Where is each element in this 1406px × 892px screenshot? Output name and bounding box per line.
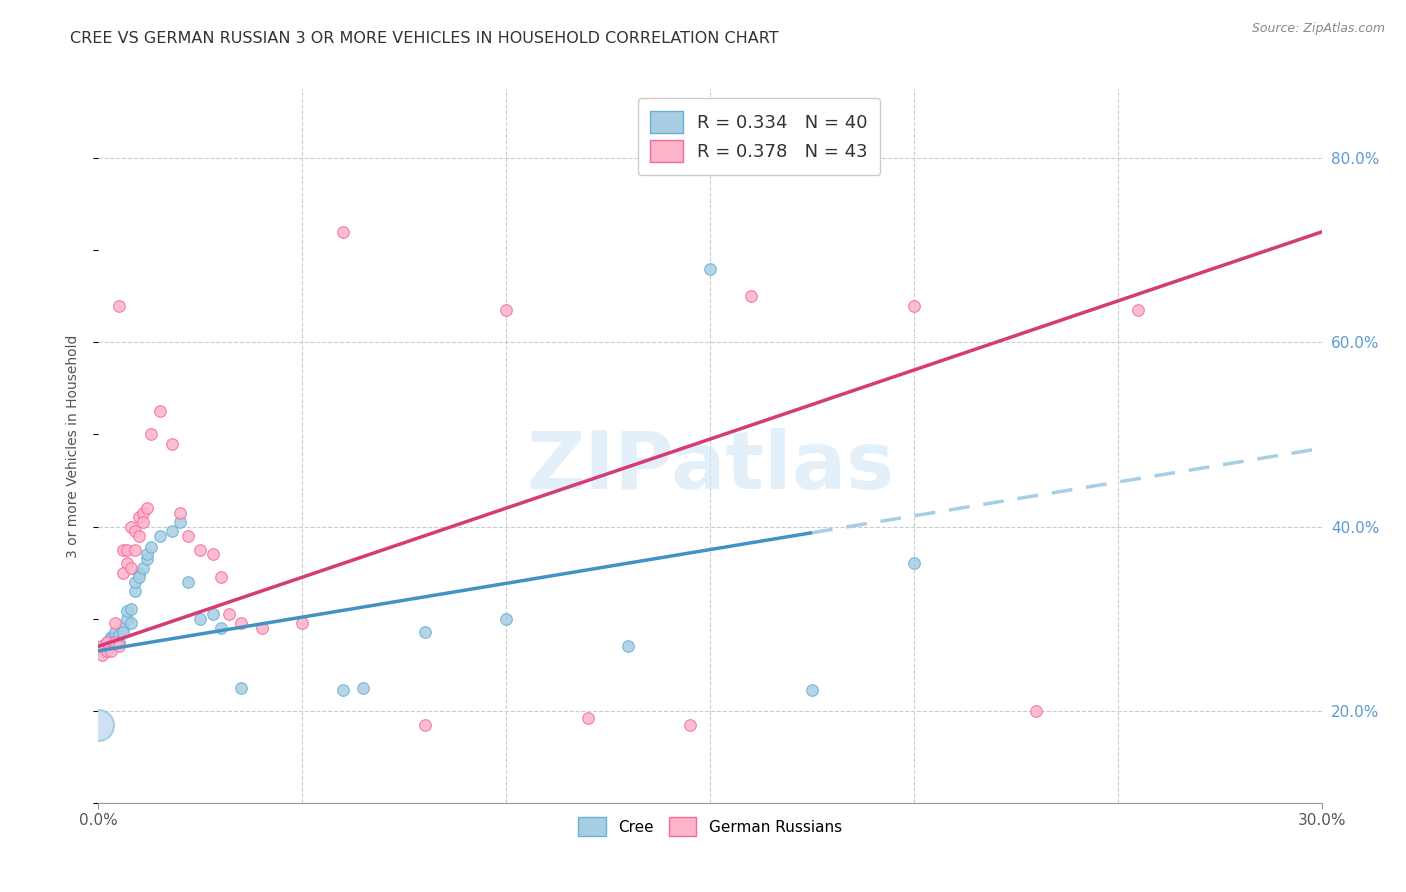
Point <box>209 570 232 584</box>
Point <box>169 506 191 520</box>
Point <box>617 640 640 654</box>
Point <box>149 529 172 543</box>
Point <box>903 557 925 571</box>
Point <box>132 561 155 575</box>
Point <box>87 717 110 731</box>
Point <box>413 717 436 731</box>
Point <box>699 261 721 276</box>
Point <box>1025 704 1047 718</box>
Point <box>96 634 118 648</box>
Point <box>91 648 114 663</box>
Point <box>124 574 146 589</box>
Point <box>96 644 118 658</box>
Legend: Cree, German Russians: Cree, German Russians <box>568 806 852 847</box>
Point <box>136 551 159 566</box>
Point <box>91 640 114 654</box>
Point <box>177 529 200 543</box>
Point <box>100 644 122 658</box>
Y-axis label: 3 or more Vehicles in Household: 3 or more Vehicles in Household <box>66 334 80 558</box>
Point <box>495 303 517 318</box>
Point <box>218 607 240 621</box>
Point <box>108 299 131 313</box>
Point <box>111 542 134 557</box>
Point <box>104 625 127 640</box>
Point <box>128 510 150 524</box>
Point <box>149 404 172 418</box>
Point <box>188 612 212 626</box>
Point <box>576 711 599 725</box>
Point <box>1128 303 1150 318</box>
Point <box>91 644 114 658</box>
Point <box>96 634 118 648</box>
Point <box>136 547 159 561</box>
Point <box>111 566 134 580</box>
Point <box>124 524 146 538</box>
Point <box>136 501 159 516</box>
Point <box>801 683 824 698</box>
Point <box>291 616 314 631</box>
Point <box>104 634 127 648</box>
Point <box>740 289 762 303</box>
Point <box>128 566 150 580</box>
Point <box>104 634 127 648</box>
Point <box>352 681 374 695</box>
Point <box>124 584 146 599</box>
Point <box>96 641 118 656</box>
Point <box>108 634 131 648</box>
Point <box>177 574 200 589</box>
Point <box>120 616 142 631</box>
Text: ZIPatlas: ZIPatlas <box>526 428 894 507</box>
Point <box>115 542 138 557</box>
Point <box>250 621 273 635</box>
Point <box>132 506 155 520</box>
Point <box>124 542 146 557</box>
Point <box>141 540 163 554</box>
Point <box>128 529 150 543</box>
Point <box>169 515 191 529</box>
Point <box>332 683 354 698</box>
Point <box>104 616 127 631</box>
Point <box>332 225 354 239</box>
Point <box>141 427 163 442</box>
Point <box>111 621 134 635</box>
Point <box>91 640 114 654</box>
Point <box>495 612 517 626</box>
Point <box>100 632 122 646</box>
Point <box>160 524 183 538</box>
Point <box>115 612 138 626</box>
Point <box>108 640 131 654</box>
Text: Source: ZipAtlas.com: Source: ZipAtlas.com <box>1251 22 1385 36</box>
Point <box>209 621 232 635</box>
Point <box>108 628 131 642</box>
Point <box>413 625 436 640</box>
Point <box>120 561 142 575</box>
Point <box>115 604 138 618</box>
Point <box>188 542 212 557</box>
Point <box>128 570 150 584</box>
Point <box>231 681 253 695</box>
Point <box>111 625 134 640</box>
Point <box>132 515 155 529</box>
Point <box>115 557 138 571</box>
Text: CREE VS GERMAN RUSSIAN 3 OR MORE VEHICLES IN HOUSEHOLD CORRELATION CHART: CREE VS GERMAN RUSSIAN 3 OR MORE VEHICLE… <box>70 31 779 46</box>
Point <box>120 602 142 616</box>
Point <box>120 519 142 533</box>
Point <box>160 436 183 450</box>
Point <box>201 607 224 621</box>
Point <box>903 299 925 313</box>
Point <box>679 717 702 731</box>
Point <box>231 616 253 631</box>
Point <box>100 630 122 644</box>
Point <box>201 547 224 561</box>
